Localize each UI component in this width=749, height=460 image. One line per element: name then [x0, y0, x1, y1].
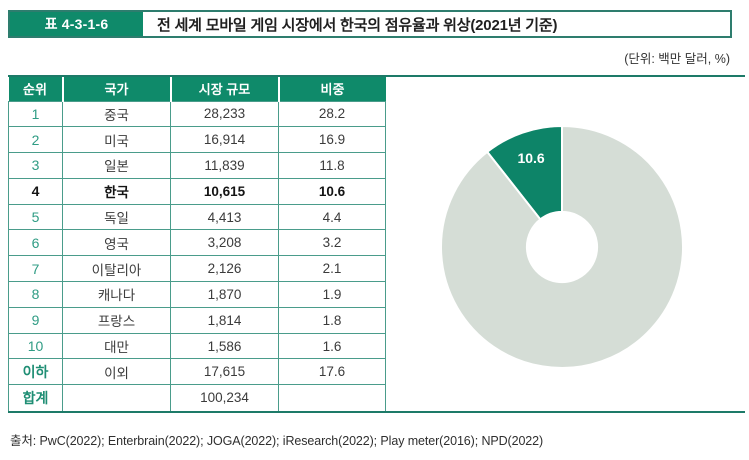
cell-market-size: 3,208 — [170, 229, 279, 257]
column-header-country: 국가 — [61, 77, 171, 101]
table-row: 3 일본 11,839 11.8 — [8, 152, 386, 179]
table-row: 8 캐나다 1,870 1.9 — [8, 281, 386, 308]
table-row: 5 독일 4,413 4.4 — [8, 203, 386, 231]
cell-market-size: 1,814 — [170, 306, 279, 334]
table-row: 합계 100,234 — [8, 384, 386, 411]
cell-share: 28.2 — [278, 100, 386, 128]
cell-market-size: 11,839 — [170, 152, 279, 179]
donut-chart-container: 10.6 — [432, 117, 692, 377]
table-row: 2 미국 16,914 16.9 — [8, 126, 386, 154]
cell-share: 2.1 — [278, 255, 386, 283]
source-note: 출처: PwC(2022); Enterbrain(2022); JOGA(20… — [10, 434, 544, 448]
content-bottom-rule — [8, 411, 745, 413]
cell-market-size: 10,615 — [170, 177, 279, 205]
table-row: 6 영국 3,208 3.2 — [8, 229, 386, 257]
table-title: 전 세계 모바일 게임 시장에서 한국의 점유율과 위상(2021년 기준) — [157, 16, 558, 34]
cell-market-size: 16,914 — [170, 126, 279, 154]
cell-market-size: 2,126 — [170, 255, 279, 283]
column-header-market-size: 시장 규모 — [169, 77, 279, 101]
cell-share: 11.8 — [278, 152, 386, 179]
donut-slice-이외 — [440, 124, 685, 369]
country-table-body: 1 중국 28,233 28.2 2 미국 16,914 16.9 3 일본 11,839 11.8 4… — [8, 100, 386, 411]
table-row: 1 중국 28,233 28.2 — [8, 100, 386, 128]
table-row: 9 프랑스 1,814 1.8 — [8, 306, 386, 334]
cell-country: 캐나다 — [62, 281, 171, 308]
cell-share: 3.2 — [278, 229, 386, 257]
unit-note: (단위: 백만 달러, %) — [624, 52, 730, 66]
donut-slice-label: 10.6 — [517, 150, 544, 166]
cell-market-size: 28,233 — [170, 100, 279, 128]
cell-country: 미국 — [62, 126, 171, 154]
table-title-strip: 표 4-3-1-6 전 세계 모바일 게임 시장에서 한국의 점유율과 위상(2… — [8, 10, 732, 38]
cell-country: 이탈리아 — [62, 255, 171, 283]
cell-rank: 2 — [8, 126, 63, 154]
cell-country: 중국 — [62, 100, 171, 128]
cell-country: 일본 — [62, 152, 171, 179]
column-header-share: 비중 — [277, 77, 386, 101]
cell-share: 17.6 — [278, 358, 386, 386]
cell-rank: 10 — [8, 332, 63, 360]
cell-country: 대만 — [62, 332, 171, 360]
cell-rank: 합계 — [8, 384, 63, 411]
cell-country: 한국 — [62, 177, 171, 205]
cell-market-size: 17,615 — [170, 358, 279, 386]
cell-share: 1.8 — [278, 306, 386, 334]
cell-rank: 8 — [8, 281, 63, 308]
cell-rank: 9 — [8, 306, 63, 334]
column-header-rank: 순위 — [8, 77, 63, 101]
market-share-table: 순위 국가 시장 규모 비중 1 중국 28,233 28.2 2 미국 16,914 16.… — [8, 77, 386, 411]
content-top-rule — [8, 75, 745, 77]
cell-country: 독일 — [62, 203, 171, 231]
cell-share: 1.9 — [278, 281, 386, 308]
donut-chart: 10.6 — [440, 124, 685, 369]
cell-rank: 6 — [8, 229, 63, 257]
cell-country — [62, 384, 171, 411]
table-row: 이하 이외 17,615 17.6 — [8, 358, 386, 386]
cell-share: 10.6 — [278, 177, 386, 205]
cell-rank: 1 — [8, 100, 63, 128]
cell-rank: 3 — [8, 152, 63, 179]
cell-share: 16.9 — [278, 126, 386, 154]
cell-country: 영국 — [62, 229, 171, 257]
cell-share: 1.6 — [278, 332, 386, 360]
table-row: 7 이탈리아 2,126 2.1 — [8, 255, 386, 283]
table-row: 4 한국 10,615 10.6 — [8, 177, 386, 205]
cell-share: 4.4 — [278, 203, 386, 231]
cell-rank: 4 — [8, 177, 63, 205]
cell-rank: 5 — [8, 203, 63, 231]
cell-market-size: 1,586 — [170, 332, 279, 360]
cell-market-size: 1,870 — [170, 281, 279, 308]
cell-country: 이외 — [62, 358, 171, 386]
table-header: 순위 국가 시장 규모 비중 — [8, 77, 386, 101]
cell-rank: 7 — [8, 255, 63, 283]
table-row: 10 대만 1,586 1.6 — [8, 332, 386, 360]
table-number-badge: 표 4-3-1-6 — [10, 12, 143, 36]
cell-share — [278, 384, 386, 411]
cell-rank: 이하 — [8, 358, 63, 386]
cell-market-size: 100,234 — [170, 384, 279, 411]
cell-country: 프랑스 — [62, 306, 171, 334]
cell-market-size: 4,413 — [170, 203, 279, 231]
